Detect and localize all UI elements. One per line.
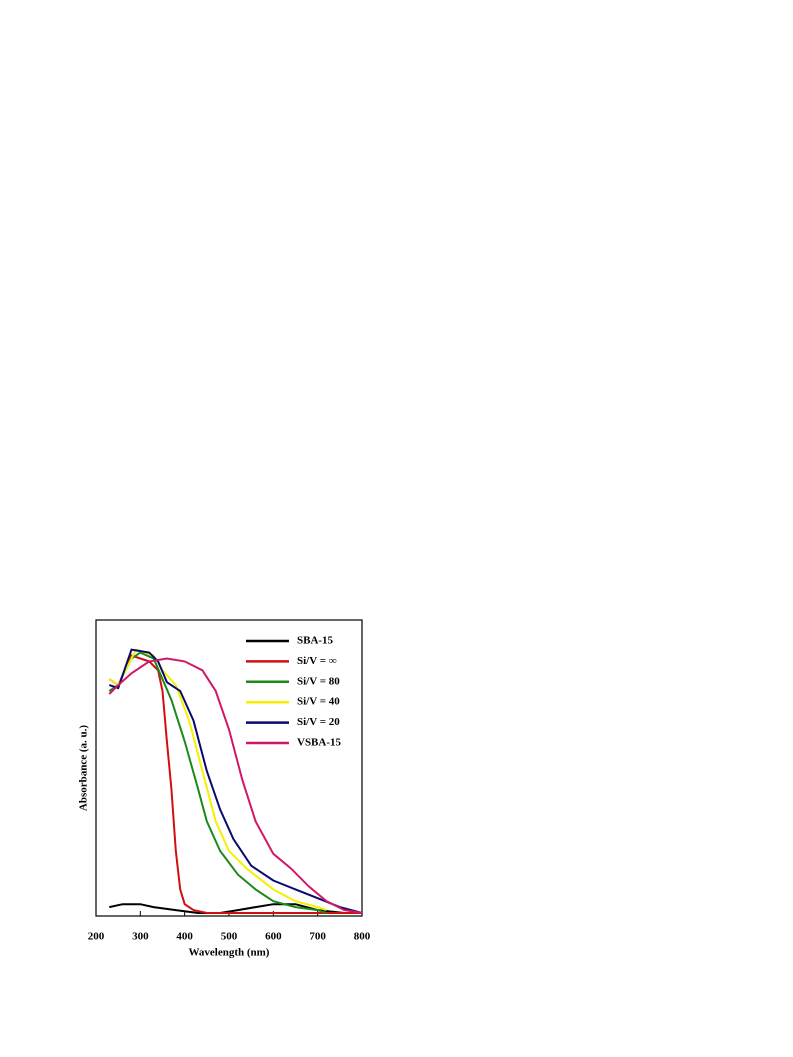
x-axis-label: Wavelength (nm) — [189, 947, 270, 959]
legend-label: Si/V = 20 — [297, 716, 340, 728]
x-tick-label: 800 — [354, 931, 371, 943]
legend-label: Si/V = 40 — [297, 696, 340, 708]
series-line — [108, 648, 363, 914]
series-line — [108, 657, 363, 914]
series-line — [108, 654, 362, 914]
x-tick-label: 400 — [176, 931, 193, 943]
x-tick-label: 700 — [309, 931, 326, 943]
legend-label: SBA-15 — [297, 635, 334, 647]
series-line — [108, 651, 327, 914]
legend-label: Si/V = 80 — [297, 675, 340, 687]
legend-label: VSBA-15 — [297, 737, 342, 749]
x-tick-label: 500 — [221, 931, 238, 943]
y-axis-label: Absorbance (a. u.) — [78, 725, 90, 812]
x-tick-label: 600 — [265, 931, 282, 943]
x-tick-label: 200 — [88, 931, 105, 943]
legend-label: Si/V = ∞ — [297, 655, 337, 667]
x-tick-label: 300 — [132, 931, 149, 943]
